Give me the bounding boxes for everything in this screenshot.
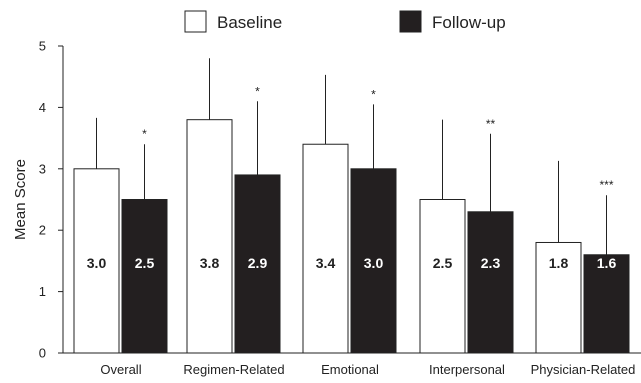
y-tick-label: 4 (39, 100, 46, 115)
bar-baseline (186, 119, 233, 354)
bar-value-label: 2.5 (433, 255, 453, 271)
y-tick-label: 5 (39, 39, 46, 54)
bar-follow-up (234, 174, 281, 354)
bar-follow-up (467, 211, 514, 354)
significance-marker: * (142, 127, 147, 141)
bar-value-label: 3.0 (364, 255, 384, 271)
bar-baseline (73, 168, 120, 354)
y-tick-label: 0 (39, 346, 46, 361)
x-tick-label: Interpersonal (429, 362, 505, 377)
x-tick-label: Emotional (321, 362, 379, 377)
x-tick-label: Regimen-Related (183, 362, 284, 377)
bar-value-label: 2.5 (135, 255, 155, 271)
bar-value-label: 3.0 (87, 255, 107, 271)
bar-baseline (535, 241, 582, 354)
bar-follow-up (350, 168, 397, 354)
legend-label: Follow-up (432, 13, 506, 32)
x-tick-label: Overall (100, 362, 141, 377)
y-axis-title: Mean Score (12, 159, 29, 240)
y-tick-label: 1 (39, 284, 46, 299)
y-tick-label: 2 (39, 223, 46, 238)
significance-marker: * (255, 84, 260, 98)
y-tick-label: 3 (39, 161, 46, 176)
bar-value-label: 3.8 (200, 255, 220, 271)
bar-value-label: 2.3 (481, 255, 501, 271)
bar-follow-up (583, 254, 630, 354)
bar-baseline (419, 199, 466, 354)
bar-value-label: 2.9 (248, 255, 268, 271)
bar-value-label: 1.6 (597, 255, 617, 271)
legend-swatch-follow-up (399, 10, 422, 33)
bar-value-label: 1.8 (549, 255, 569, 271)
legend-label: Baseline (217, 13, 282, 32)
significance-marker: ** (486, 117, 496, 131)
bar-follow-up (121, 199, 168, 354)
x-tick-label: Physician-Related (531, 362, 636, 377)
bar-value-label: 3.4 (316, 255, 336, 271)
legend-swatch-baseline (184, 10, 207, 33)
bar-baseline (302, 143, 349, 354)
significance-marker: *** (599, 178, 613, 192)
significance-marker: * (371, 87, 376, 101)
